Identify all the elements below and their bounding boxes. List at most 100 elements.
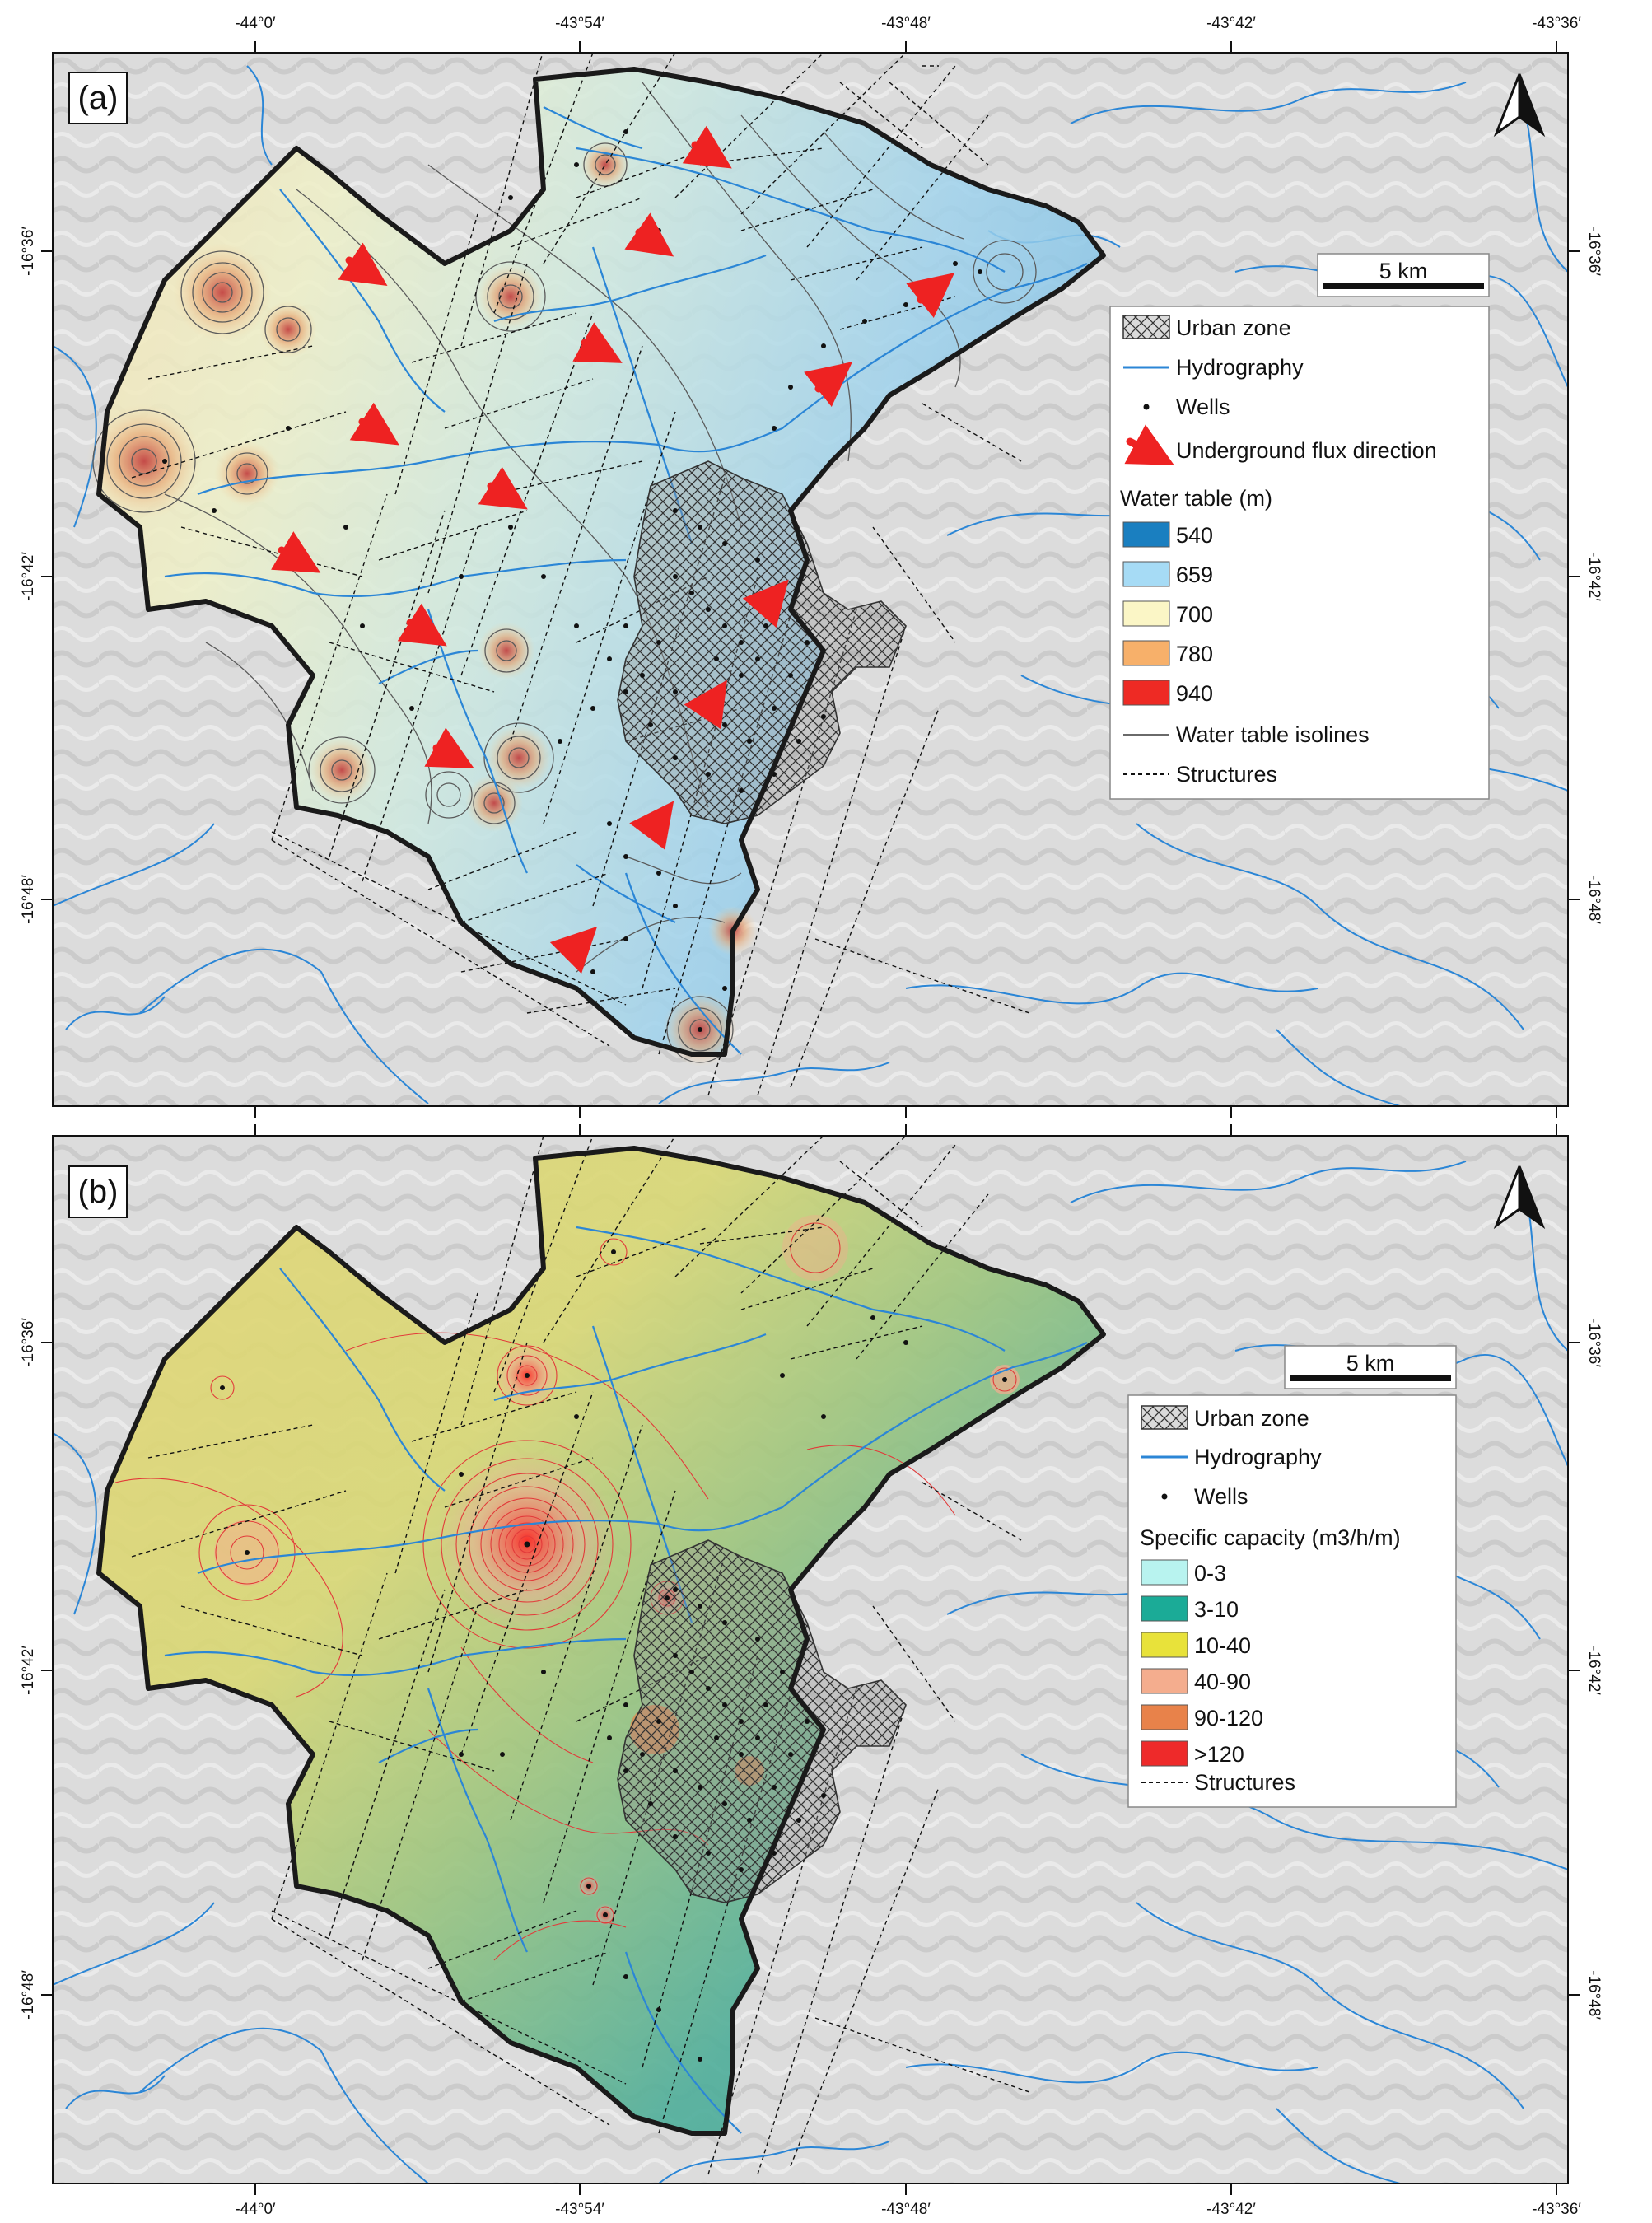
legend-class-swatch (1141, 1595, 1188, 1622)
legend-label: Wells (1176, 395, 1230, 419)
legend-class-label: 700 (1176, 602, 1213, 627)
legend-label: Wells (1194, 1484, 1248, 1509)
panel-a-frame (52, 52, 1569, 1107)
flux-arrow (271, 531, 321, 573)
flux-arrow (804, 362, 853, 407)
panel-b-basin (99, 1148, 1104, 2133)
panel-a-scale-bar (1323, 283, 1484, 289)
panel-b: (b) 5 km -44°0′ -43°54′ -43°48′ -43°42′ … (20, 1124, 1603, 2218)
legend-label: Urban zone (1194, 1406, 1309, 1431)
legend-class-swatch (1141, 1704, 1188, 1730)
legend-class-label: 780 (1176, 642, 1213, 666)
lon-tick-label: -43°42′ (1206, 2201, 1256, 2218)
panel-a-legend: Urban zone Hydrography Wells Underground… (1109, 306, 1490, 800)
panel-a-lat-ticks-left: -16°36′ -16°42′ -16°48′ (20, 227, 37, 924)
flux-arrow (572, 322, 623, 363)
legend-label: Hydrography (1194, 1445, 1322, 1469)
legend-class-label: 540 (1176, 523, 1213, 548)
legend-class-label: >120 (1194, 1742, 1244, 1767)
lat-tick-label: -16°42′ (1585, 552, 1603, 601)
lat-tick-label: -16°36′ (1585, 1318, 1603, 1367)
panel-b-lat-ticks-left: -16°36′ -16°42′ -16°48′ (20, 1318, 37, 2020)
flux-arrow (549, 926, 598, 974)
legend-wells-swatch (1143, 404, 1150, 410)
panel-a-basin (99, 69, 1104, 1054)
flux-arrow (397, 603, 447, 647)
legend-classes: 0-3 3-10 10-40 40-90 90-120 >120 (1141, 1559, 1263, 1767)
panel-a: (a) 5 km -44°0′ -43°54′ -43°48′ -43°42′ … (20, 15, 1603, 1118)
flux-arrow (742, 579, 789, 628)
legend-title: Water table (m) (1120, 486, 1272, 511)
panel-a-wells (162, 129, 982, 1032)
legend-class-swatch (1122, 640, 1170, 666)
legend-label: Urban zone (1176, 315, 1291, 340)
lon-tick-label: -43°42′ (1206, 15, 1256, 32)
lat-tick-label: -16°48′ (20, 875, 37, 924)
panel-a-lon-ticks-top: -44°0′ -43°54′ -43°48′ -43°42′ -43°36′ (235, 15, 1581, 32)
panel-b-urban-zone (617, 1539, 907, 1903)
panel-a-urban-zone (617, 460, 907, 824)
flux-arrow (684, 680, 727, 730)
north-arrow-icon (1493, 1165, 1546, 1230)
lon-tick-label: -43°54′ (555, 2201, 604, 2218)
lon-tick-label: -43°36′ (1532, 15, 1581, 32)
north-arrow-icon (1493, 73, 1546, 138)
flux-arrow (906, 273, 955, 318)
panel-b-scale-label: 5 km (1346, 1351, 1395, 1375)
panel-a-scale-label: 5 km (1379, 259, 1428, 283)
legend-label: Structures (1176, 762, 1277, 787)
panel-b-basin-rivers (164, 1226, 1088, 2134)
legend-class-swatch (1122, 521, 1170, 548)
panel-b-scale-box (1284, 1345, 1457, 1389)
panel-b-scale-bar (1290, 1375, 1451, 1381)
legend-class-swatch (1122, 680, 1170, 706)
flux-arrow (349, 402, 399, 446)
panel-b-lon-ticks-bottom: -44°0′ -43°54′ -43°48′ -43°42′ -43°36′ (235, 2201, 1581, 2218)
lat-tick-label: -16°48′ (1585, 1970, 1603, 2020)
lat-tick-label: -16°42′ (1585, 1646, 1603, 1695)
lon-tick-label: -43°48′ (881, 15, 931, 32)
lat-tick-label: -16°42′ (20, 1646, 37, 1695)
legend-class-label: 90-120 (1194, 1706, 1263, 1730)
panel-a-scale-box (1317, 253, 1490, 297)
flux-arrow (478, 466, 528, 510)
legend-title: Specific capacity (m3/h/m) (1140, 1525, 1401, 1550)
legend-label: Hydrography (1176, 355, 1304, 380)
legend-class-label: 940 (1176, 681, 1213, 706)
lat-tick-label: -16°36′ (20, 1318, 37, 1367)
legend-flux-arrow-icon (1124, 424, 1174, 465)
flux-arrow (424, 727, 474, 768)
panel-b-basin-outline (96, 1146, 1106, 2136)
panel-b-label: (b) (78, 1174, 119, 1210)
flux-arrow (629, 801, 674, 850)
lat-tick-label: -16°42′ (20, 552, 37, 601)
panel-a-tick-marks (41, 41, 1580, 1118)
legend-class-label: 10-40 (1194, 1633, 1251, 1658)
flux-arrow (682, 125, 732, 169)
legend-label: Underground flux direction (1176, 438, 1437, 463)
legend-class-label: 659 (1176, 563, 1213, 587)
panel-b-label-box (68, 1165, 128, 1218)
panel-b-legend: Urban zone Hydrography Wells Specific ca… (1127, 1394, 1457, 1808)
legend-class-swatch (1122, 600, 1170, 627)
flux-arrow (624, 212, 674, 257)
legend-class-label: 0-3 (1194, 1561, 1226, 1586)
legend-label: Water table isolines (1176, 722, 1370, 747)
legend-class-swatch (1141, 1632, 1188, 1658)
panel-a-label: (a) (78, 80, 119, 116)
legend-urban-swatch (1141, 1405, 1188, 1430)
panel-a-label-box (68, 72, 128, 124)
lat-tick-label: -16°48′ (20, 1970, 37, 2020)
legend-class-swatch (1141, 1559, 1188, 1586)
panel-b-lat-ticks-right: -16°36′ -16°42′ -16°48′ (1585, 1318, 1603, 2020)
lat-tick-label: -16°36′ (1585, 227, 1603, 276)
legend-class-label: 40-90 (1194, 1670, 1251, 1694)
legend-class-swatch (1122, 561, 1170, 587)
panel-a-basin-outline (96, 67, 1106, 1057)
panel-b-tick-marks (41, 1124, 1580, 2195)
legend-classes: 540 659 700 780 940 (1122, 521, 1213, 706)
panel-a-legend-box (1109, 306, 1490, 800)
lon-tick-label: -43°48′ (881, 2201, 931, 2218)
legend-urban-swatch (1122, 315, 1170, 339)
